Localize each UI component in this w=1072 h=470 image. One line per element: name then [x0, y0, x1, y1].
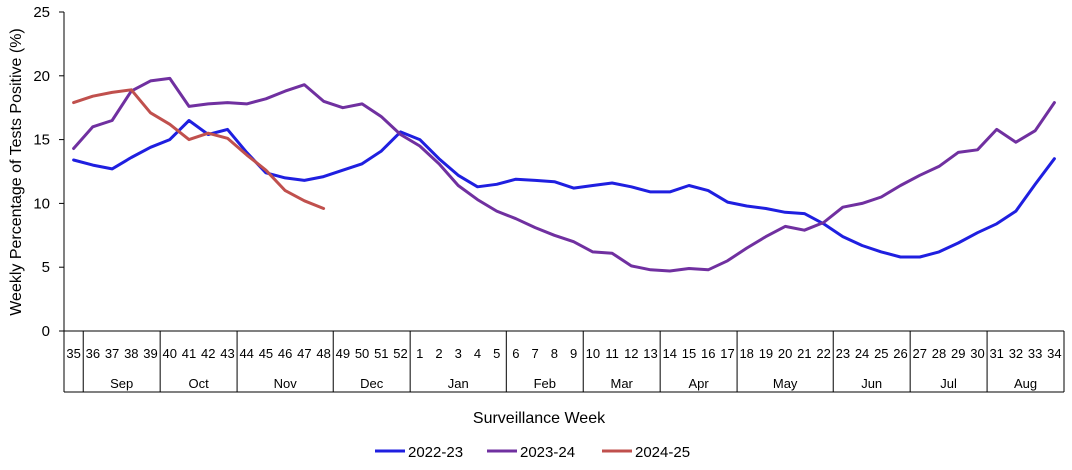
x-tick-label-week: 35: [66, 346, 80, 361]
x-tick-label-week: 39: [143, 346, 157, 361]
x-tick-label-week: 28: [932, 346, 946, 361]
x-tick-label-week: 5: [493, 346, 500, 361]
x-tick-label-week: 37: [105, 346, 119, 361]
x-tick-label-week: 14: [663, 346, 677, 361]
y-tick-label: 5: [42, 259, 50, 276]
x-tick-label-week: 7: [532, 346, 539, 361]
series-line-2024-25: [72, 88, 326, 210]
x-tick-label-week: 31: [989, 346, 1003, 361]
x-tick-label-week: 8: [551, 346, 558, 361]
x-tick-label-week: 36: [86, 346, 100, 361]
x-tick-label-week: 33: [1028, 346, 1042, 361]
x-tick-label-week: 23: [836, 346, 850, 361]
x-tick-label-week: 20: [778, 346, 792, 361]
x-tick-label-month: Apr: [688, 376, 709, 391]
x-tick-label-month: Jan: [448, 376, 469, 391]
x-tick-label-week: 30: [970, 346, 984, 361]
x-tick-label-month: Dec: [360, 376, 384, 391]
x-tick-label-week: 4: [474, 346, 481, 361]
x-tick-label-week: 32: [1009, 346, 1023, 361]
x-tick-label-month: May: [773, 376, 798, 391]
x-tick-label-week: 24: [855, 346, 869, 361]
x-tick-label-month: Mar: [610, 376, 633, 391]
x-tick-label-month: Jul: [940, 376, 957, 391]
x-tick-label-month: Sep: [110, 376, 133, 391]
x-tick-label-week: 50: [355, 346, 369, 361]
series-lines: [72, 76, 1056, 273]
x-tick-label-week: 47: [297, 346, 311, 361]
x-tick-label-week: 52: [393, 346, 407, 361]
x-tick-label-week: 6: [512, 346, 519, 361]
x-tick-label-week: 9: [570, 346, 577, 361]
x-tick-label-month: Oct: [188, 376, 209, 391]
x-tick-label-week: 22: [816, 346, 830, 361]
legend-label: 2023-24: [520, 444, 575, 461]
x-tick-label-week: 3: [455, 346, 462, 361]
x-tick-label-week: 45: [259, 346, 273, 361]
x-tick-label-week: 29: [951, 346, 965, 361]
x-tick-label-week: 21: [797, 346, 811, 361]
x-tick-label-week: 44: [239, 346, 253, 361]
legend: 2022-23 2023-24 2024-25: [375, 444, 690, 461]
x-axis-label: Surveillance Week: [473, 410, 606, 427]
x-tick-label-week: 41: [182, 346, 196, 361]
legend-label: 2022-23: [408, 444, 463, 461]
x-tick-label-week: 34: [1047, 346, 1061, 361]
y-tick-label: 25: [33, 4, 50, 21]
x-tick-label-week: 43: [220, 346, 234, 361]
x-tick-label-week: 2: [435, 346, 442, 361]
x-tick-label-week: 49: [336, 346, 350, 361]
y-tick-label: 15: [33, 132, 50, 149]
x-tick-label-week: 17: [720, 346, 734, 361]
x-tick-label-month: Aug: [1014, 376, 1037, 391]
x-tick-label-week: 46: [278, 346, 292, 361]
x-tick-label-week: 18: [739, 346, 753, 361]
x-tick-label-week: 13: [643, 346, 657, 361]
y-axis-label: Weekly Percentage of Tests Positive (%): [8, 28, 25, 316]
x-tick-label-week: 12: [624, 346, 638, 361]
x-tick-label-week: 51: [374, 346, 388, 361]
y-tick-label: 20: [33, 68, 50, 85]
x-tick-label-week: 38: [124, 346, 138, 361]
x-tick-label-week: 42: [201, 346, 215, 361]
x-tick-label-week: 27: [913, 346, 927, 361]
series-line-2023-24: [72, 76, 1056, 273]
x-tick-label-week: 16: [701, 346, 715, 361]
x-tick-label-week: 15: [682, 346, 696, 361]
x-tick-label-week: 25: [874, 346, 888, 361]
x-tick-label-week: 11: [605, 346, 619, 361]
x-tick-label-week: 26: [893, 346, 907, 361]
x-tick-label-month: Jun: [861, 376, 882, 391]
y-tick-label: 0: [42, 323, 50, 340]
x-tick-label-week: 40: [163, 346, 177, 361]
series-line-2022-23: [72, 119, 1056, 259]
y-tick-label: 10: [33, 195, 50, 212]
x-tick-label-month: Nov: [274, 376, 298, 391]
x-tick-label-month: Feb: [534, 376, 556, 391]
x-tick-label-week: 1: [416, 346, 423, 361]
x-tick-label-week: 48: [316, 346, 330, 361]
x-tick-label-week: 19: [759, 346, 773, 361]
x-tick-label-week: 10: [586, 346, 600, 361]
legend-label: 2024-25: [635, 444, 690, 461]
